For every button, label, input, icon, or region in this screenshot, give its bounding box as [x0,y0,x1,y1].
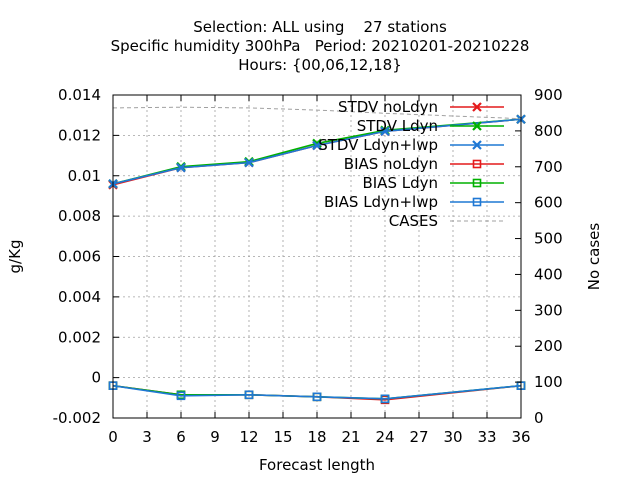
data-point [244,390,254,400]
y-tick-label: 0.002 [58,328,101,346]
x-tick-label: 30 [443,428,462,446]
y-axis-label: g/Kg [6,240,24,274]
chart-title-line-3: Hours: {00,06,12,18} [238,56,402,74]
grid-lines [113,95,521,418]
x-tick-label: 6 [176,428,186,446]
axis-ticks: 0 3 6 9 12 15 18 21 24 27 30 33 36-0.00200.0020.0040… [53,86,563,446]
chart-title-line-1: Selection: ALL using 27 stations [193,18,447,36]
data-point [176,162,186,173]
series-6 [112,106,522,120]
y2-tick-label: 800 [534,122,563,140]
x-tick-label: 18 [307,428,326,446]
legend-marker [472,197,482,207]
x-tick-label: 21 [341,428,360,446]
series-line [112,118,522,186]
x-tick-label: 3 [142,428,152,446]
series-line [112,118,522,185]
legend-label: STDV noLdyn [338,98,438,116]
legend-marker [472,159,482,169]
legend-label: STDV Ldyn+lwp [318,136,438,154]
data-point [176,391,186,401]
data-point [380,126,390,137]
y-tick-label: -0.002 [53,409,101,427]
legend-marker [472,102,482,112]
y2-tick-label: 0 [534,409,544,427]
data-point [380,394,390,404]
y-tick-label: 0 [91,369,101,387]
y2-tick-label: 100 [534,373,563,391]
data-point [312,392,322,402]
y-tick-label: 0.008 [58,207,101,225]
data-point [244,157,254,168]
series-line [112,106,522,120]
legend-marker [472,140,482,150]
y-tick-label: 0.014 [58,86,101,104]
y2-tick-label: 300 [534,301,563,319]
x-axis-label: Forecast length [259,456,375,474]
y2-tick-label: 500 [534,230,563,248]
legend-label: BIAS Ldyn [362,174,438,192]
y2-tick-label: 700 [534,158,563,176]
series-2 [108,114,526,189]
legend-marker [472,178,482,188]
y-tick-label: 0.006 [58,248,101,266]
y2-tick-label: 900 [534,86,563,104]
x-tick-label: 12 [239,428,258,446]
y-tick-label: 0.01 [68,167,101,185]
y2-tick-label: 200 [534,337,563,355]
legend-label: BIAS noLdyn [344,155,438,173]
x-tick-label: 9 [210,428,220,446]
x-tick-label: 27 [409,428,428,446]
y2-axis-label: No cases [585,223,603,291]
y-tick-label: 0.012 [58,126,101,144]
x-tick-label: 0 [108,428,118,446]
x-tick-label: 15 [273,428,292,446]
series-line [112,384,522,400]
legend-label: CASES [389,212,438,230]
x-tick-label: 24 [375,428,394,446]
series-line [112,118,522,185]
x-tick-label: 36 [511,428,530,446]
chart-title-line-2: Specific humidity 300hPa Period: 2021020… [110,37,530,55]
series-layer [108,106,526,405]
y2-tick-label: 400 [534,265,563,283]
y-tick-label: 0.004 [58,288,101,306]
x-tick-label: 33 [477,428,496,446]
legend-label: BIAS Ldyn+lwp [324,193,438,211]
legend-marker [472,121,482,131]
y2-tick-label: 600 [534,194,563,212]
data-point [312,140,322,151]
legend-label: STDV Ldyn [357,117,438,135]
